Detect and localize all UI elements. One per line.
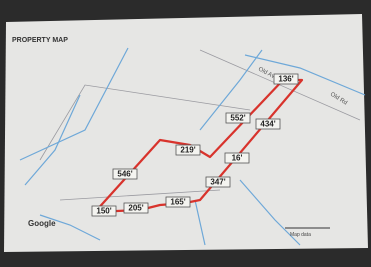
segment-length: 347' xyxy=(210,178,225,187)
segment-length: 219' xyxy=(180,146,195,155)
attribution: Map data xyxy=(290,232,311,238)
segment-length: 434' xyxy=(260,120,275,129)
segment-length: 16' xyxy=(232,154,243,163)
page: {"header": {"title": "PROPERTY MAP"}, "s… xyxy=(0,0,371,267)
logo: Google xyxy=(28,219,56,228)
screen-photo: PROPERTY MAP Old Ave Old Rd 136'552'434'… xyxy=(0,0,371,267)
segment-length: 552' xyxy=(230,114,245,123)
segment-length: 546' xyxy=(117,170,132,179)
segment-length: 136' xyxy=(278,75,293,84)
map-screen xyxy=(4,14,368,252)
segment-length: 150' xyxy=(96,207,111,216)
segment-length: 165' xyxy=(170,198,185,207)
map-title: PROPERTY MAP xyxy=(12,37,68,44)
segment-length: 205' xyxy=(128,204,143,213)
